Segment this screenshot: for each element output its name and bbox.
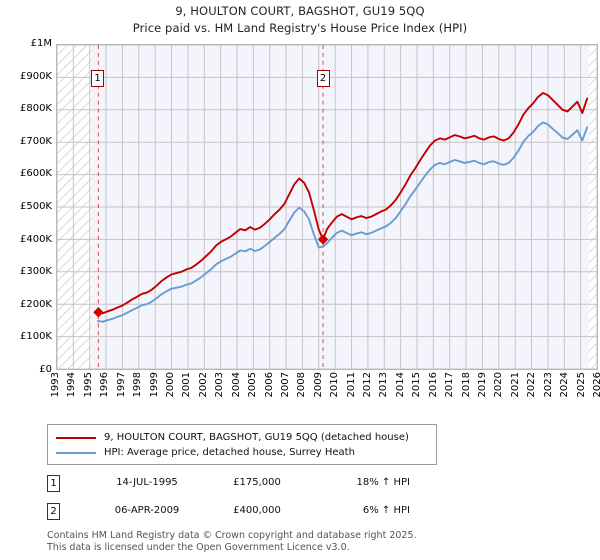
x-axis-tick: 1999 bbox=[148, 372, 160, 398]
y-axis-tick: £200K bbox=[19, 298, 52, 310]
legend-label-hpi: HPI: Average price, detached house, Surr… bbox=[104, 447, 355, 458]
x-axis-tick: 2014 bbox=[394, 372, 406, 398]
x-axis-tick: 2002 bbox=[197, 372, 209, 398]
x-axis-tick: 2022 bbox=[526, 372, 538, 398]
y-axis-tick: £300K bbox=[19, 266, 52, 278]
transaction-hpi-2: 6% ↑ HPI bbox=[362, 505, 410, 516]
table-row: 2 06-APR-2009 £400,000 6% ↑ HPI bbox=[47, 502, 467, 530]
legend-item: 9, HOULTON COURT, BAGSHOT, GU19 5QQ (det… bbox=[56, 430, 428, 445]
y-axis-tick: £100K bbox=[19, 331, 52, 343]
sale-callout-1: 1 bbox=[91, 70, 105, 87]
y-axis-tick: £400K bbox=[19, 233, 52, 245]
x-axis-tick: 2026 bbox=[592, 372, 600, 398]
x-axis-tick: 2012 bbox=[362, 372, 374, 398]
transactions-table: 1 14-JUL-1995 £175,000 18% ↑ HPI 2 06-AP… bbox=[47, 474, 467, 530]
legend-swatch-hpi bbox=[56, 451, 96, 454]
x-axis-tick: 2020 bbox=[493, 372, 505, 398]
x-axis-tick: 2004 bbox=[230, 372, 242, 398]
x-axis-tick: 2011 bbox=[345, 372, 357, 398]
chart-series-layer bbox=[93, 45, 589, 369]
x-axis-tick: 2016 bbox=[427, 372, 439, 398]
footer-line-1: Contains HM Land Registry data © Crown c… bbox=[47, 530, 417, 541]
x-axis-tick: 2009 bbox=[312, 372, 324, 398]
x-axis-tick: 1998 bbox=[132, 372, 144, 398]
y-axis-tick: £1M bbox=[30, 38, 52, 49]
x-axis-tick: 2018 bbox=[460, 372, 472, 398]
transaction-hpi-1: 18% ↑ HPI bbox=[356, 477, 410, 488]
y-axis-labels: £0 £100K £200K £300K £400K £500K £600K £700K £80… bbox=[0, 39, 52, 375]
legend-label-price-paid: 9, HOULTON COURT, BAGSHOT, GU19 5QQ (det… bbox=[104, 432, 409, 443]
x-axis-tick: 2013 bbox=[378, 372, 390, 398]
x-axis-tick: 1997 bbox=[115, 372, 127, 398]
transaction-price-2: £400,000 bbox=[233, 505, 281, 516]
transaction-date-2: 06-APR-2009 bbox=[114, 505, 180, 516]
page-title: 9, HOULTON COURT, BAGSHOT, GU19 5QQ bbox=[175, 4, 425, 18]
footer-line-2: This data is licensed under the Open Gov… bbox=[47, 541, 350, 553]
transaction-date-1: 14-JUL-1995 bbox=[116, 477, 178, 488]
sale-callout-2: 2 bbox=[316, 70, 330, 87]
table-row: 1 14-JUL-1995 £175,000 18% ↑ HPI bbox=[47, 474, 467, 502]
x-axis-tick: 2008 bbox=[296, 372, 308, 398]
x-axis-tick: 2005 bbox=[247, 372, 259, 398]
legend-swatch-price-paid bbox=[56, 436, 96, 439]
x-axis-tick: 2007 bbox=[279, 372, 291, 398]
x-axis-tick: 1993 bbox=[50, 372, 61, 398]
x-axis-tick: 2006 bbox=[263, 372, 275, 398]
x-axis-tick: 2023 bbox=[542, 372, 554, 398]
footer-attribution: Contains HM Land Registry data © Crown c… bbox=[47, 530, 587, 553]
chart-plot-area bbox=[56, 44, 598, 370]
x-axis-tick: 2001 bbox=[181, 372, 193, 398]
x-axis-tick: 2000 bbox=[164, 372, 176, 398]
chart-legend: 9, HOULTON COURT, BAGSHOT, GU19 5QQ (det… bbox=[47, 424, 437, 465]
y-axis-tick: £0 bbox=[39, 364, 52, 375]
x-axis-tick: 2021 bbox=[509, 372, 521, 398]
x-axis-tick: 2024 bbox=[559, 372, 571, 398]
y-axis-tick: £600K bbox=[19, 168, 52, 180]
x-axis-tick: 2003 bbox=[214, 372, 226, 398]
x-axis-tick: 1995 bbox=[82, 372, 94, 398]
y-axis-tick: £500K bbox=[19, 201, 52, 212]
x-axis-tick: 2017 bbox=[444, 372, 456, 398]
chart-gridlines bbox=[57, 45, 597, 369]
transaction-marker-2: 2 bbox=[47, 503, 60, 520]
transaction-marker-1: 1 bbox=[47, 475, 60, 492]
y-axis-tick: £900K bbox=[19, 70, 52, 82]
x-axis-tick: 2019 bbox=[477, 372, 489, 398]
page-subtitle: Price paid vs. HM Land Registry's House … bbox=[132, 21, 468, 35]
legend-item: HPI: Average price, detached house, Surr… bbox=[56, 445, 428, 460]
x-axis-tick: 2010 bbox=[329, 372, 341, 398]
x-axis-tick: 2025 bbox=[575, 372, 587, 398]
transaction-price-1: £175,000 bbox=[233, 477, 281, 488]
x-axis-labels: 1993 1994 1995 1996 1997 1998 1999 2000 2001 2002… bbox=[50, 372, 600, 408]
x-axis-tick: 1994 bbox=[66, 372, 78, 398]
y-axis-tick: £800K bbox=[19, 103, 52, 115]
x-axis-tick: 2015 bbox=[411, 372, 423, 398]
y-axis-tick: £700K bbox=[19, 135, 52, 147]
x-axis-tick: 1996 bbox=[99, 372, 111, 398]
